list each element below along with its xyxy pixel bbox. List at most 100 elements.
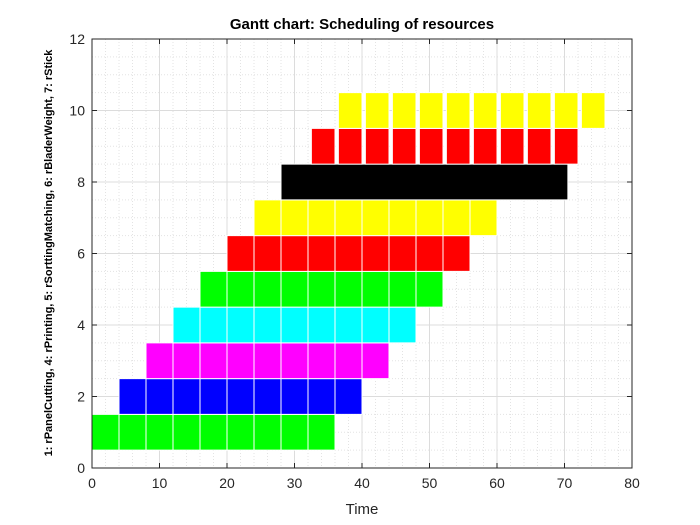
y-tick-label: 0 <box>77 460 85 476</box>
task-bar <box>388 306 417 344</box>
chart-title: Gantt chart: Scheduling of resources <box>230 16 494 33</box>
task-bar <box>226 306 255 344</box>
task-bar <box>307 270 336 308</box>
task-bar <box>172 306 201 344</box>
task-bar <box>118 378 147 415</box>
task-bar <box>145 342 174 380</box>
task-bar <box>334 270 363 308</box>
y-tick-label: 12 <box>69 31 85 47</box>
task-bar <box>253 270 282 308</box>
task-bar <box>499 127 525 165</box>
task-bar <box>361 306 390 344</box>
task-bar <box>337 92 363 129</box>
task-bar <box>226 342 255 380</box>
task-bar <box>334 306 363 344</box>
task-bar <box>553 92 579 129</box>
task-bar <box>280 413 309 451</box>
task-bar <box>388 270 417 308</box>
y-tick-label: 4 <box>77 317 85 333</box>
x-tick-label: 60 <box>489 475 505 491</box>
task-bar <box>442 235 471 272</box>
task-bar <box>526 127 552 165</box>
task-bar <box>145 378 174 415</box>
task-bar <box>337 127 363 165</box>
task-bar <box>280 342 309 380</box>
task-bar <box>280 163 569 201</box>
task-bar <box>361 270 390 308</box>
x-tick-label: 80 <box>624 475 640 491</box>
x-tick-label: 40 <box>354 475 370 491</box>
task-bar <box>361 235 390 272</box>
y-axis-ticks: 0 2 4 6 8 10 12 <box>69 31 632 476</box>
task-bar <box>280 235 309 272</box>
y-tick-label: 10 <box>69 103 85 119</box>
task-bar <box>280 270 309 308</box>
task-bar <box>253 199 282 237</box>
task-bar <box>364 127 390 165</box>
task-bar <box>118 413 147 451</box>
task-bar <box>469 199 498 237</box>
task-bar <box>418 92 444 129</box>
task-bar <box>253 306 282 344</box>
task-bar <box>580 92 606 129</box>
task-bars <box>91 92 606 451</box>
task-bar <box>307 306 336 344</box>
task-bar <box>310 127 336 165</box>
task-bar <box>199 378 228 415</box>
task-bar <box>472 127 498 165</box>
task-bar <box>388 199 417 237</box>
task-bar <box>172 378 201 415</box>
task-bar <box>253 378 282 415</box>
task-bar <box>172 413 201 451</box>
task-bar <box>226 413 255 451</box>
x-axis-label: Time <box>346 501 379 518</box>
x-tick-label: 50 <box>422 475 438 491</box>
x-tick-label: 70 <box>557 475 573 491</box>
x-tick-label: 10 <box>152 475 168 491</box>
y-axis-label: 1: rPanelCutting, 4: rPrinting, 5: rSort… <box>43 49 55 457</box>
task-bar <box>226 378 255 415</box>
task-bar <box>418 127 444 165</box>
task-bar <box>415 270 444 308</box>
task-bar <box>199 306 228 344</box>
task-bar <box>499 92 525 129</box>
task-bar <box>472 92 498 129</box>
task-bar <box>334 378 363 415</box>
task-bar <box>526 92 552 129</box>
task-bar <box>199 342 228 380</box>
x-tick-label: 20 <box>219 475 235 491</box>
y-tick-label: 8 <box>77 174 85 190</box>
task-bar <box>415 199 444 237</box>
task-bar <box>307 235 336 272</box>
task-bar <box>553 127 579 165</box>
task-bar <box>388 235 417 272</box>
task-bar <box>307 342 336 380</box>
x-tick-label: 0 <box>88 475 96 491</box>
task-bar <box>226 235 255 272</box>
task-bar <box>334 199 363 237</box>
task-bar <box>334 342 363 380</box>
task-bar <box>280 199 309 237</box>
task-bar <box>253 342 282 380</box>
x-axis-ticks: 0 10 20 30 40 50 60 70 80 <box>88 39 640 491</box>
task-bar <box>307 199 336 237</box>
task-bar <box>91 413 120 451</box>
task-bar <box>199 270 228 308</box>
x-tick-label: 30 <box>287 475 303 491</box>
y-tick-label: 2 <box>77 389 85 405</box>
task-bar <box>445 127 471 165</box>
task-bar <box>172 342 201 380</box>
task-bar <box>445 92 471 129</box>
task-bar <box>307 378 336 415</box>
task-bar <box>391 92 417 129</box>
task-bar <box>199 413 228 451</box>
y-tick-label: 6 <box>77 246 85 262</box>
task-bar <box>442 199 471 237</box>
task-bar <box>280 378 309 415</box>
task-bar <box>334 235 363 272</box>
task-bar <box>307 413 336 451</box>
task-bar <box>253 413 282 451</box>
task-bar <box>415 235 444 272</box>
task-bar <box>361 199 390 237</box>
